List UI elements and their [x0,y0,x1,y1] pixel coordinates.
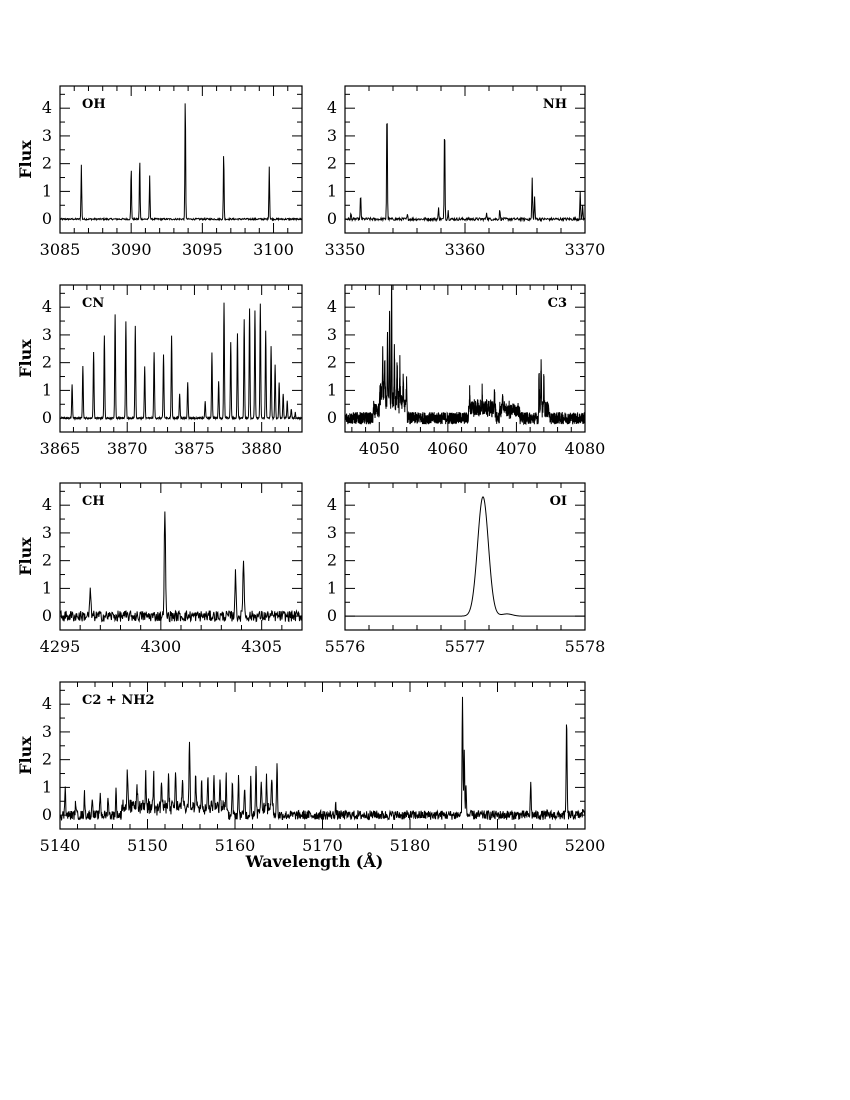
y-tick-label: 2 [327,353,337,372]
y-tick-label: 2 [327,551,337,570]
panel-label: C3 [548,296,567,311]
panel-0: 3085 3090 3095 3100 0 1 2 3 4 OH Flux [16,85,303,259]
y-tick-label: 4 [42,98,52,117]
y-tick-label: 1 [42,777,52,796]
y-axis-title: Flux [16,736,35,775]
y-tick-label: 0 [327,408,337,427]
x-tick-label: 3085 [40,240,81,259]
panel-1: 3350 3360 3370 0 1 2 3 4 NH [325,85,606,259]
y-tick-label: 2 [42,154,52,173]
x-tick-label: 3090 [111,240,152,259]
x-tick-label: 3100 [253,240,294,259]
panel-label: OI [550,494,567,509]
y-tick-label: 0 [327,209,337,228]
y-tick-label: 4 [42,297,52,316]
y-tick-label: 3 [42,523,52,542]
x-tick-label: 4070 [496,439,537,458]
spectrum-line [344,123,586,223]
y-tick-label: 0 [42,805,52,824]
panel-6: 5140 5150 5160 5170 5180 5190 5200 0 1 2 3 4 C2 + NH… [16,681,606,871]
y-tick-label: 0 [42,606,52,625]
y-tick-label: 2 [42,750,52,769]
y-tick-label: 1 [42,380,52,399]
y-tick-label: 3 [42,722,52,741]
x-tick-label: 5170 [302,836,343,855]
x-tick-label: 5577 [445,637,486,656]
y-tick-label: 1 [327,578,337,597]
x-tick-label: 3360 [445,240,486,259]
panel-label: NH [543,97,567,112]
y-axis-title: Flux [16,339,35,378]
x-tick-label: 3875 [174,439,215,458]
spectrum-line [344,284,586,426]
y-tick-label: 4 [327,495,337,514]
y-tick-label: 3 [42,126,52,145]
panel-2: 3865 3870 3875 3880 0 1 2 3 4 CN Flux [16,284,303,458]
panel-5: 5576 5577 5578 0 1 2 3 4 OI [325,482,606,656]
y-tick-label: 0 [327,606,337,625]
panel-label: CH [82,494,105,509]
plot-frame [59,85,303,234]
y-tick-label: 4 [327,98,337,117]
panel-label: OH [82,97,106,112]
y-tick-label: 2 [42,551,52,570]
y-tick-label: 1 [327,181,337,200]
x-tick-label: 5190 [477,836,518,855]
spectrum-line [59,302,303,421]
y-tick-label: 4 [327,297,337,316]
x-tick-label: 4080 [565,439,606,458]
y-tick-label: 3 [42,325,52,344]
spectrum-line [59,696,586,821]
y-tick-label: 0 [42,209,52,228]
x-tick-label: 4050 [359,439,400,458]
panel-3: 4050 4060 4070 4080 0 1 2 3 4 C3 [327,284,606,458]
x-tick-label: 5140 [40,836,81,855]
x-tick-label: 3865 [40,439,81,458]
x-tick-label: 5200 [565,836,606,855]
x-tick-label: 4060 [427,439,468,458]
x-tick-label: 3350 [325,240,366,259]
y-tick-label: 1 [42,181,52,200]
panel-label: CN [82,296,104,311]
y-tick-label: 3 [327,126,337,145]
x-tick-label: 4300 [140,637,181,656]
x-tick-label: 3095 [182,240,223,259]
panel-label: C2 + NH2 [82,693,155,708]
y-tick-label: 0 [42,408,52,427]
y-tick-label: 4 [42,694,52,713]
x-tick-label: 5180 [390,836,431,855]
panel-4: 4295 4300 4305 0 1 2 3 4 CH Flux [16,482,303,656]
x-tick-label: 3370 [565,240,606,259]
spectrum-line [345,496,585,617]
x-axis-title: Wavelength (Å) [245,850,384,871]
plot-frame [344,284,586,433]
y-tick-label: 1 [327,380,337,399]
x-tick-label: 5576 [325,637,366,656]
y-tick-label: 2 [42,353,52,372]
y-tick-label: 4 [42,495,52,514]
y-tick-label: 3 [327,325,337,344]
x-tick-label: 3880 [241,439,282,458]
x-tick-label: 4305 [241,637,282,656]
spectrum-line [59,103,302,222]
x-tick-label: 4295 [40,637,81,656]
x-tick-label: 3870 [107,439,148,458]
y-tick-label: 1 [42,578,52,597]
y-tick-label: 2 [327,154,337,173]
y-tick-label: 3 [327,523,337,542]
y-axis-title: Flux [16,140,35,179]
spectrum-line [59,511,303,623]
y-axis-title: Flux [16,537,35,576]
x-tick-label: 5160 [215,836,256,855]
x-tick-label: 5150 [127,836,168,855]
x-tick-label: 5578 [565,637,606,656]
